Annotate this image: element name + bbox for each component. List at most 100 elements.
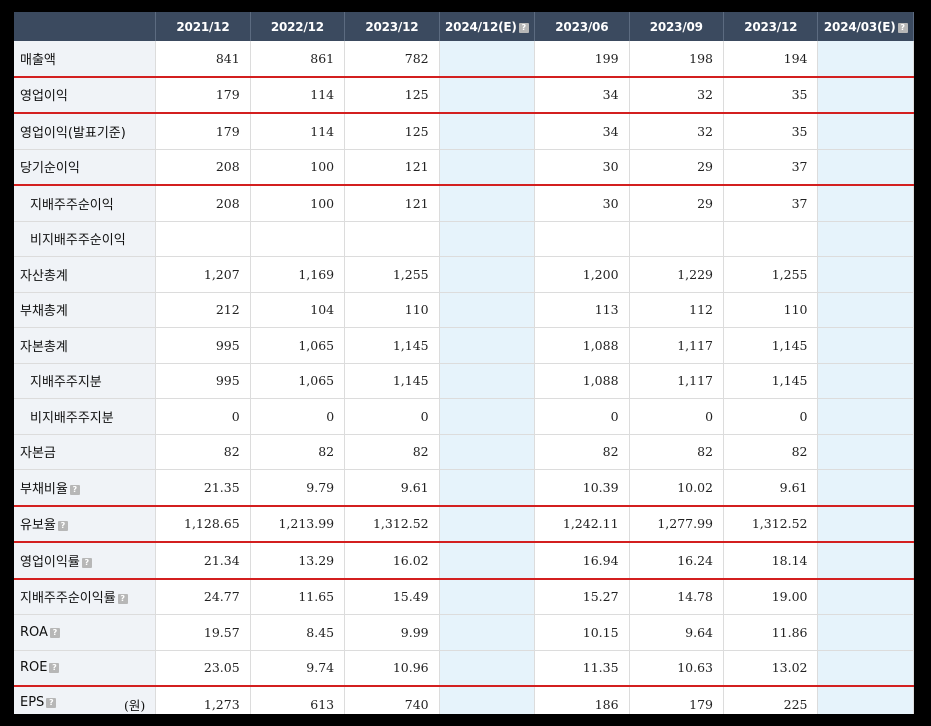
value-cell: 24.77: [155, 578, 251, 615]
row-label: 자산총계: [20, 268, 68, 284]
estimate-cell: [439, 149, 536, 186]
value-cell: 613: [250, 686, 346, 714]
value-cell: 1,273: [155, 686, 251, 714]
estimate-cell: [817, 614, 914, 651]
value-cell: 0: [344, 398, 440, 435]
table-row: ROE? 23.05 9.74 10.96 11.35 10.63 13.02: [14, 650, 914, 687]
table-row: 지배주주지분 995 1,065 1,145 1,088 1,117 1,145: [14, 363, 914, 399]
value-cell: 121: [344, 149, 440, 186]
estimate-cell: [817, 221, 914, 257]
value-cell: 0: [155, 398, 251, 435]
help-icon[interactable]: ?: [46, 697, 57, 708]
value-cell: 1,145: [344, 327, 440, 364]
value-cell: 16.02: [344, 542, 440, 580]
row-label: 부채비율: [20, 481, 68, 497]
column-header-label: 2023/06: [555, 19, 609, 34]
value-cell: 11.65: [250, 578, 346, 615]
row-label: 비지배주주순이익: [30, 233, 126, 249]
row-label: 매출액: [20, 52, 56, 68]
table-row: 자본금 82 82 82 82 82 82: [14, 434, 914, 470]
value-cell: 1,200: [534, 256, 630, 293]
help-icon[interactable]: ?: [897, 22, 908, 33]
estimate-cell: [817, 292, 914, 328]
column-header-label: 2022/12: [270, 19, 324, 34]
value-cell: 11.86: [723, 614, 819, 651]
row-label: 영업이익(발표기준): [20, 125, 126, 141]
value-cell: 841: [155, 41, 251, 78]
value-cell: 32: [629, 113, 725, 150]
value-cell: 1,088: [534, 327, 630, 364]
estimate-cell: [817, 41, 914, 78]
value-cell: 1,128.65: [155, 505, 251, 543]
column-header: 2023/12: [723, 12, 819, 41]
value-cell: 19.00: [723, 578, 819, 615]
table-row: 부채비율? 21.35 9.79 9.61 10.39 10.02 9.61: [14, 469, 914, 507]
help-icon[interactable]: ?: [518, 22, 529, 33]
value-cell: 13.29: [250, 542, 346, 580]
value-cell: 37: [723, 185, 819, 222]
estimate-cell: [817, 578, 914, 615]
row-label-cell: 비지배주주순이익: [14, 221, 157, 257]
estimate-cell: [817, 149, 914, 186]
value-cell: 82: [534, 434, 630, 470]
value-cell: 1,312.52: [344, 505, 440, 543]
row-label: EPS: [20, 694, 45, 710]
row-label-cell: EPS? (원): [14, 686, 157, 714]
value-cell: 19.57: [155, 614, 251, 651]
estimate-cell: [817, 542, 914, 580]
value-cell: 23.05: [155, 650, 251, 687]
row-label: 유보율: [20, 518, 56, 534]
row-label-cell: 부채총계: [14, 292, 157, 328]
row-label: 영업이익: [20, 89, 68, 105]
value-cell: 21.35: [155, 469, 251, 507]
estimate-cell: [817, 76, 914, 114]
column-header: 2024/03(E)?: [817, 12, 914, 41]
value-cell: 1,065: [250, 363, 346, 399]
value-cell: 114: [250, 76, 346, 114]
help-icon[interactable]: ?: [117, 594, 128, 605]
header-row: 2021/12 2022/12 2023/12 2024/12(E)? 2023/06 2…: [14, 12, 914, 41]
column-header-label: 2023/12: [365, 19, 419, 34]
estimate-cell: [817, 434, 914, 470]
estimate-cell: [439, 113, 536, 150]
value-cell: 9.61: [344, 469, 440, 507]
value-cell: 995: [155, 327, 251, 364]
row-label: 자본총계: [20, 339, 68, 355]
row-label-cell: 지배주주지분: [14, 363, 157, 399]
help-icon[interactable]: ?: [49, 627, 60, 638]
value-cell: [155, 221, 251, 257]
column-header: 2023/12: [344, 12, 440, 41]
row-label: 지배주주순이익률: [20, 591, 116, 607]
table-row: 비지배주주지분 0 0 0 0 0 0: [14, 398, 914, 435]
estimate-cell: [439, 686, 536, 714]
value-cell: 740: [344, 686, 440, 714]
value-cell: 861: [250, 41, 346, 78]
row-label: 지배주주지분: [30, 375, 102, 391]
estimate-cell: [439, 363, 536, 399]
value-cell: 1,117: [629, 363, 725, 399]
row-label-cell: ROA?: [14, 614, 157, 651]
value-cell: 1,169: [250, 256, 346, 293]
value-cell: 179: [629, 686, 725, 714]
estimate-cell: [817, 650, 914, 687]
value-cell: 82: [723, 434, 819, 470]
value-cell: 208: [155, 149, 251, 186]
row-label-cell: 영업이익(발표기준): [14, 113, 157, 150]
value-cell: 1,277.99: [629, 505, 725, 543]
help-icon[interactable]: ?: [81, 557, 92, 568]
table-row: 지배주주순이익률? 24.77 11.65 15.49 15.27 14.78 19.00: [14, 578, 914, 615]
help-icon[interactable]: ?: [69, 484, 80, 495]
value-cell: 15.27: [534, 578, 630, 615]
row-label: 지배주주순이익: [30, 197, 114, 213]
value-cell: 34: [534, 76, 630, 114]
unit-label: (원): [123, 697, 146, 713]
table-row: 유보율? 1,128.65 1,213.99 1,312.52 1,242.11 1,27…: [14, 505, 914, 543]
value-cell: 18.14: [723, 542, 819, 580]
value-cell: 82: [250, 434, 346, 470]
help-icon[interactable]: ?: [57, 521, 68, 532]
estimate-cell: [439, 469, 536, 507]
value-cell: 1,255: [723, 256, 819, 293]
value-cell: 1,145: [723, 327, 819, 364]
value-cell: 10.02: [629, 469, 725, 507]
help-icon[interactable]: ?: [49, 663, 60, 674]
